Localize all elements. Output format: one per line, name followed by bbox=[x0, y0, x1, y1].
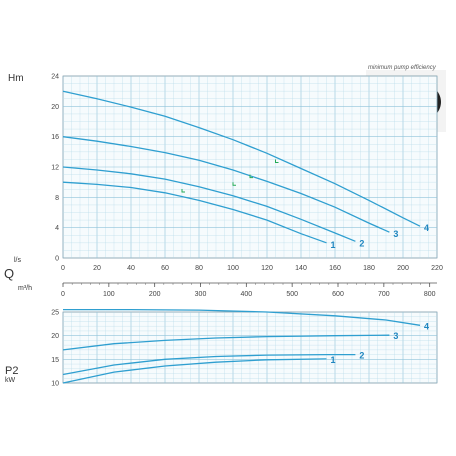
head-x-tick-label: 0 bbox=[61, 265, 65, 272]
efficiency-marker bbox=[249, 174, 253, 179]
head-x-tick-label: 40 bbox=[127, 265, 135, 272]
head-x-tick-label: 80 bbox=[195, 265, 203, 272]
flow-symbol-label: Q bbox=[4, 266, 14, 281]
power-chart-grid bbox=[62, 311, 438, 384]
flow-m3h-label: m³/h bbox=[18, 285, 32, 292]
head-curve-label-3: 3 bbox=[393, 229, 398, 239]
head-curve-label-4: 4 bbox=[424, 223, 429, 233]
head-x-tick-label: 60 bbox=[161, 265, 169, 272]
head-y-tick-label: 8 bbox=[55, 195, 59, 202]
head-y-tick-label: 24 bbox=[51, 74, 59, 81]
flow-axis-tick-label: 300 bbox=[195, 291, 207, 298]
power-y-tick-label: 15 bbox=[51, 357, 59, 364]
head-curve-label-1: 1 bbox=[331, 240, 336, 250]
power-curve-label-1: 1 bbox=[331, 355, 336, 365]
power-chart-ticks: 10 15 20 25 bbox=[51, 310, 59, 388]
power-axis-label: P2 bbox=[5, 365, 18, 377]
head-axis-label: Hm bbox=[8, 73, 24, 84]
head-y-tick-label: 20 bbox=[51, 104, 59, 111]
flow-axis-tick-label: 700 bbox=[378, 291, 390, 298]
power-y-tick-label: 20 bbox=[51, 333, 59, 340]
power-curve-3 bbox=[62, 334, 390, 351]
head-y-tick-label: 4 bbox=[55, 225, 59, 232]
head-chart-curves: 1 2 3 4 bbox=[62, 90, 429, 250]
flow-axis-tick-label: 200 bbox=[149, 291, 161, 298]
head-y-tick-label: 16 bbox=[51, 134, 59, 141]
head-curve-4 bbox=[62, 90, 421, 227]
flow-axis-tick-label: 0 bbox=[61, 291, 65, 298]
secondary-flow-axis: 0 100 200 300 400 500 600 700 800 bbox=[61, 282, 437, 298]
efficiency-marker bbox=[181, 189, 185, 193]
power-chart-curves: 1 2 3 4 bbox=[62, 308, 429, 384]
head-x-tick-label: 180 bbox=[363, 265, 375, 272]
head-curve-label-2: 2 bbox=[359, 238, 364, 248]
power-unit-label: kW bbox=[5, 377, 16, 384]
power-curve-1 bbox=[62, 358, 327, 384]
head-curve-2 bbox=[62, 166, 356, 242]
head-curve-3 bbox=[62, 136, 390, 233]
head-x-tick-label: 20 bbox=[93, 265, 101, 272]
head-x-tick-label: 140 bbox=[295, 265, 307, 272]
power-curve-label-4: 4 bbox=[424, 321, 429, 331]
efficiency-marker bbox=[275, 159, 279, 163]
pump-note: minimum pump efficiency bbox=[368, 65, 437, 71]
flow-axis-tick-label: 800 bbox=[424, 291, 436, 298]
flow-axis-tick-label: 100 bbox=[103, 291, 115, 298]
flow-axis-tick-label: 600 bbox=[332, 291, 344, 298]
power-y-tick-label: 25 bbox=[51, 310, 59, 317]
power-y-tick-label: 10 bbox=[51, 381, 59, 388]
head-y-tick-label: 12 bbox=[51, 165, 59, 172]
head-x-tick-label: 100 bbox=[227, 265, 239, 272]
power-curve-2 bbox=[62, 353, 356, 376]
head-x-tick-label: 120 bbox=[261, 265, 273, 272]
flow-axis-tick-label: 400 bbox=[240, 291, 252, 298]
head-curve-1 bbox=[62, 181, 327, 244]
flow-ls-label: l/s bbox=[14, 257, 22, 264]
head-x-tick-label: 200 bbox=[397, 265, 409, 272]
flow-axis-tick-label: 500 bbox=[286, 291, 298, 298]
head-y-tick-label: 0 bbox=[55, 256, 59, 263]
head-x-tick-label: 220 bbox=[431, 265, 443, 272]
power-curve-label-3: 3 bbox=[393, 331, 398, 341]
head-x-tick-label: 160 bbox=[329, 265, 341, 272]
head-chart-grid bbox=[62, 75, 438, 259]
power-curve-label-2: 2 bbox=[359, 351, 364, 361]
efficiency-marker bbox=[232, 182, 236, 186]
power-curve-4 bbox=[63, 308, 421, 326]
